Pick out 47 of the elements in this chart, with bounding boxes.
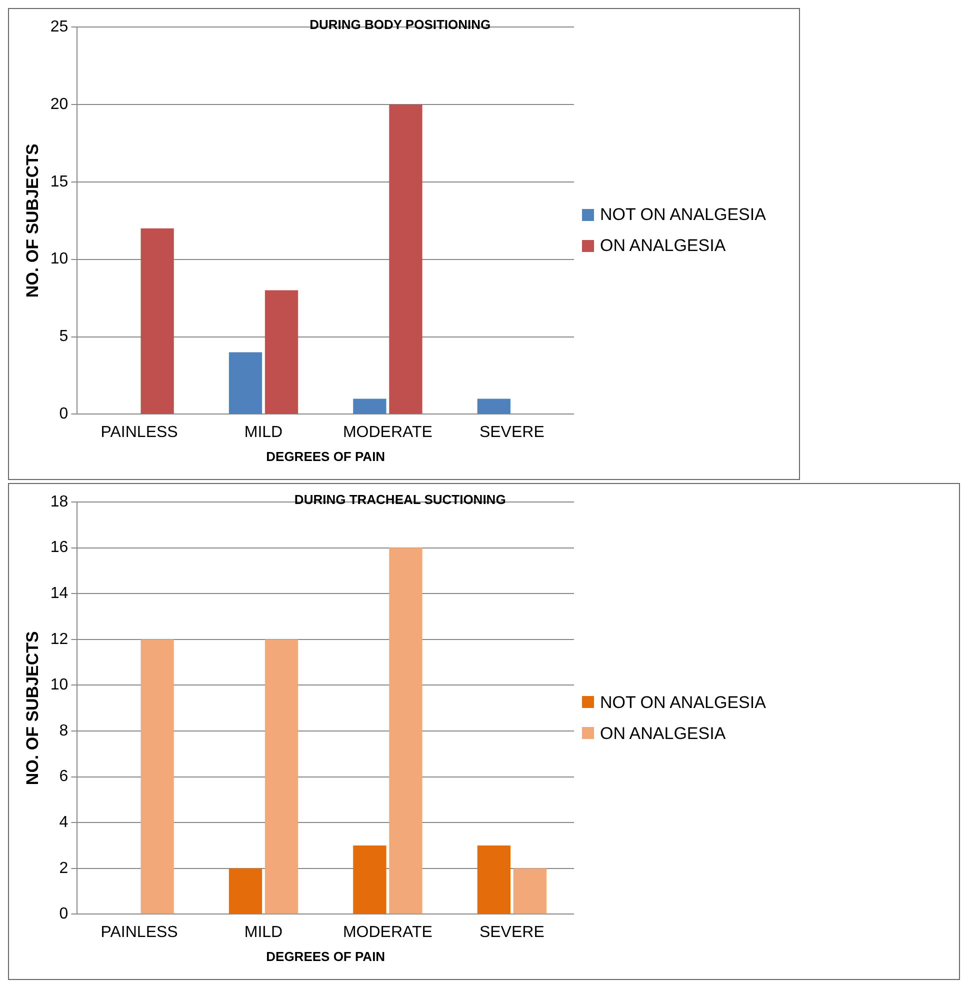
y-tick-label: 12	[50, 630, 68, 648]
bar	[477, 846, 510, 914]
bar	[140, 639, 174, 914]
chart-title: DURING BODY POSITIONING	[310, 17, 491, 32]
bar	[513, 868, 546, 914]
bar	[353, 846, 386, 914]
x-axis-title: DEGREES OF PAIN	[266, 448, 386, 464]
bar	[228, 352, 262, 414]
x-tick-label: PAINLESS	[100, 924, 178, 942]
y-tick-label: 0	[59, 906, 68, 923]
bar	[264, 290, 298, 414]
y-tick-label: 18	[50, 493, 68, 510]
x-tick-label: MODERATE	[342, 424, 432, 442]
bar	[228, 868, 262, 914]
bar	[389, 104, 422, 414]
y-tick-label: 25	[50, 18, 68, 36]
y-tick-label: 8	[59, 722, 68, 740]
x-tick-label: SEVERE	[479, 924, 544, 942]
y-axis-title: NO. OF SUBJECTS	[22, 144, 42, 298]
bar	[264, 639, 298, 914]
legend-label: ON ANALGESIA	[600, 235, 726, 257]
bar	[353, 398, 386, 414]
y-tick-label: 5	[59, 328, 68, 346]
y-tick-label: 6	[59, 768, 68, 786]
x-tick-label: SEVERE	[479, 424, 544, 442]
bar	[140, 228, 174, 414]
x-tick-label: MILD	[244, 924, 283, 942]
legend-label: NOT ON ANALGESIA	[600, 204, 766, 226]
legend-label: NOT ON ANALGESIA	[600, 692, 766, 714]
y-tick-label: 10	[50, 250, 68, 268]
y-axis-title: NO. OF SUBJECTS	[22, 631, 42, 786]
y-tick-label: 10	[50, 676, 68, 694]
y-tick-label: 14	[50, 585, 68, 602]
y-tick-label: 16	[50, 539, 68, 556]
bar	[477, 398, 510, 414]
y-tick-label: 0	[59, 406, 68, 423]
x-tick-label: PAINLESS	[100, 424, 178, 442]
y-tick-label: 4	[59, 814, 68, 832]
chart-title: DURING TRACHEAL SUCTIONING	[294, 492, 506, 508]
x-axis-title: DEGREES OF PAIN	[266, 948, 386, 964]
x-tick-label: MILD	[244, 424, 283, 442]
y-tick-label: 20	[50, 96, 68, 113]
legend-label: ON ANALGESIA	[600, 722, 726, 744]
bar	[389, 548, 422, 914]
y-tick-label: 2	[59, 860, 68, 877]
y-tick-label: 15	[50, 173, 68, 190]
x-tick-label: MODERATE	[342, 924, 432, 942]
